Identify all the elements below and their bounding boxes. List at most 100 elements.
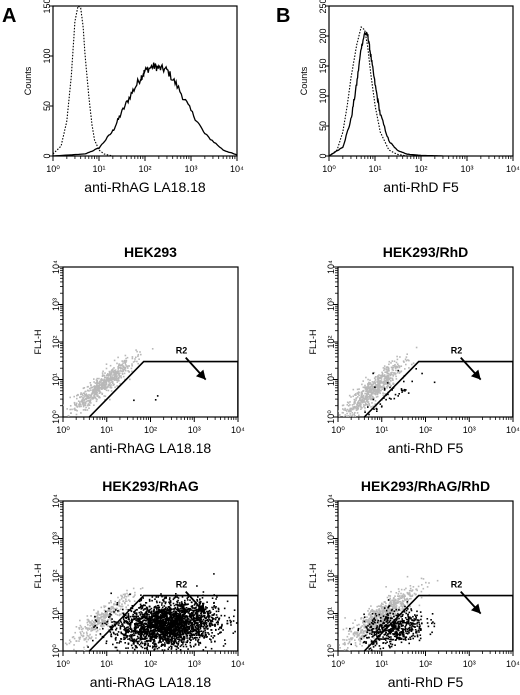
event-dot <box>151 630 154 632</box>
x-tick-label: 10³ <box>184 164 197 174</box>
event-dot <box>377 390 379 392</box>
gate-arrow-head <box>195 369 206 380</box>
event-dot <box>212 624 214 626</box>
event-dot <box>146 608 149 611</box>
event-dot <box>362 401 364 404</box>
event-dot <box>186 597 189 599</box>
event-dot <box>153 639 155 642</box>
event-dot <box>155 633 158 636</box>
event-dot <box>189 626 191 628</box>
event-dot <box>360 403 362 405</box>
event-dot <box>105 377 107 379</box>
event-dot <box>185 616 187 618</box>
event-dot <box>102 375 104 377</box>
event-dot <box>85 394 88 396</box>
event-dot <box>130 637 133 639</box>
event-dot <box>130 644 133 647</box>
event-dot <box>177 636 179 639</box>
event-dot <box>150 629 153 632</box>
event-dot <box>164 607 166 610</box>
event-dot <box>371 391 373 394</box>
event-dot <box>198 614 200 617</box>
event-dot <box>176 634 178 636</box>
event-dot <box>198 602 201 604</box>
event-dot <box>191 607 193 609</box>
event-dot <box>175 635 177 638</box>
event-dot <box>108 616 110 618</box>
event-dot <box>185 607 188 609</box>
event-dot <box>155 614 158 617</box>
event-dot <box>198 616 201 619</box>
event-dot <box>105 363 108 365</box>
event-dot <box>109 607 112 609</box>
event-dot <box>101 619 103 622</box>
event-dot <box>166 641 168 644</box>
event-dot <box>94 388 97 390</box>
event-dot <box>196 614 198 616</box>
event-dot <box>85 400 88 403</box>
event-dot <box>104 388 107 390</box>
event-dot <box>189 644 192 647</box>
event-dot <box>400 370 402 373</box>
y-tick-label: 10⁰ <box>326 644 336 658</box>
gate-r2-outline <box>88 594 238 651</box>
event-dot <box>103 384 105 387</box>
event-dot <box>96 389 99 391</box>
event-dot <box>355 631 358 634</box>
event-dot <box>362 404 365 406</box>
event-dot <box>171 618 173 621</box>
event-dot <box>163 631 165 634</box>
event-dot <box>120 638 123 640</box>
event-dot <box>199 626 201 628</box>
event-dot <box>177 597 180 599</box>
event-dot <box>154 616 157 618</box>
event-dot <box>105 381 107 383</box>
event-dot <box>124 616 127 619</box>
event-dot <box>207 611 209 613</box>
event-dot <box>190 617 193 620</box>
event-dot <box>178 609 181 612</box>
event-dot <box>174 620 177 623</box>
event-dot <box>183 629 185 631</box>
event-dot <box>188 610 190 613</box>
event-dot <box>425 581 427 584</box>
event-dot <box>353 413 355 415</box>
event-dot <box>176 619 179 621</box>
event-dot <box>160 609 162 611</box>
event-dot <box>382 392 384 394</box>
event-dot <box>389 374 392 377</box>
event-dot <box>79 631 82 633</box>
event-dot <box>355 409 358 411</box>
event-dot <box>131 619 133 622</box>
y-tick-label: 10² <box>326 569 336 582</box>
event-dot <box>93 624 96 626</box>
event-dot <box>191 628 194 630</box>
event-dot <box>385 398 387 401</box>
event-dot <box>131 647 134 649</box>
event-dot <box>132 642 135 645</box>
event-dot <box>202 622 205 625</box>
event-dot <box>369 613 371 616</box>
event-dot <box>420 577 423 580</box>
event-dot <box>162 643 165 646</box>
event-dot <box>368 397 371 399</box>
event-dot <box>163 621 165 623</box>
event-dot <box>197 640 199 643</box>
x-tick-label: 10⁴ <box>231 659 245 669</box>
event-dot <box>161 631 163 634</box>
event-dot <box>382 382 385 384</box>
event-dot <box>394 393 397 396</box>
event-dot <box>132 639 134 641</box>
event-dot <box>142 613 144 616</box>
event-dot <box>372 386 375 388</box>
event-dot <box>159 616 162 619</box>
event-dot <box>83 392 85 395</box>
event-dot <box>215 598 217 600</box>
event-dot <box>359 627 361 630</box>
event-dot <box>151 647 154 649</box>
event-dot <box>344 409 347 411</box>
event-dot <box>367 406 369 408</box>
event-dot <box>388 360 391 363</box>
event-dot <box>175 623 177 626</box>
event-dot <box>127 609 130 611</box>
